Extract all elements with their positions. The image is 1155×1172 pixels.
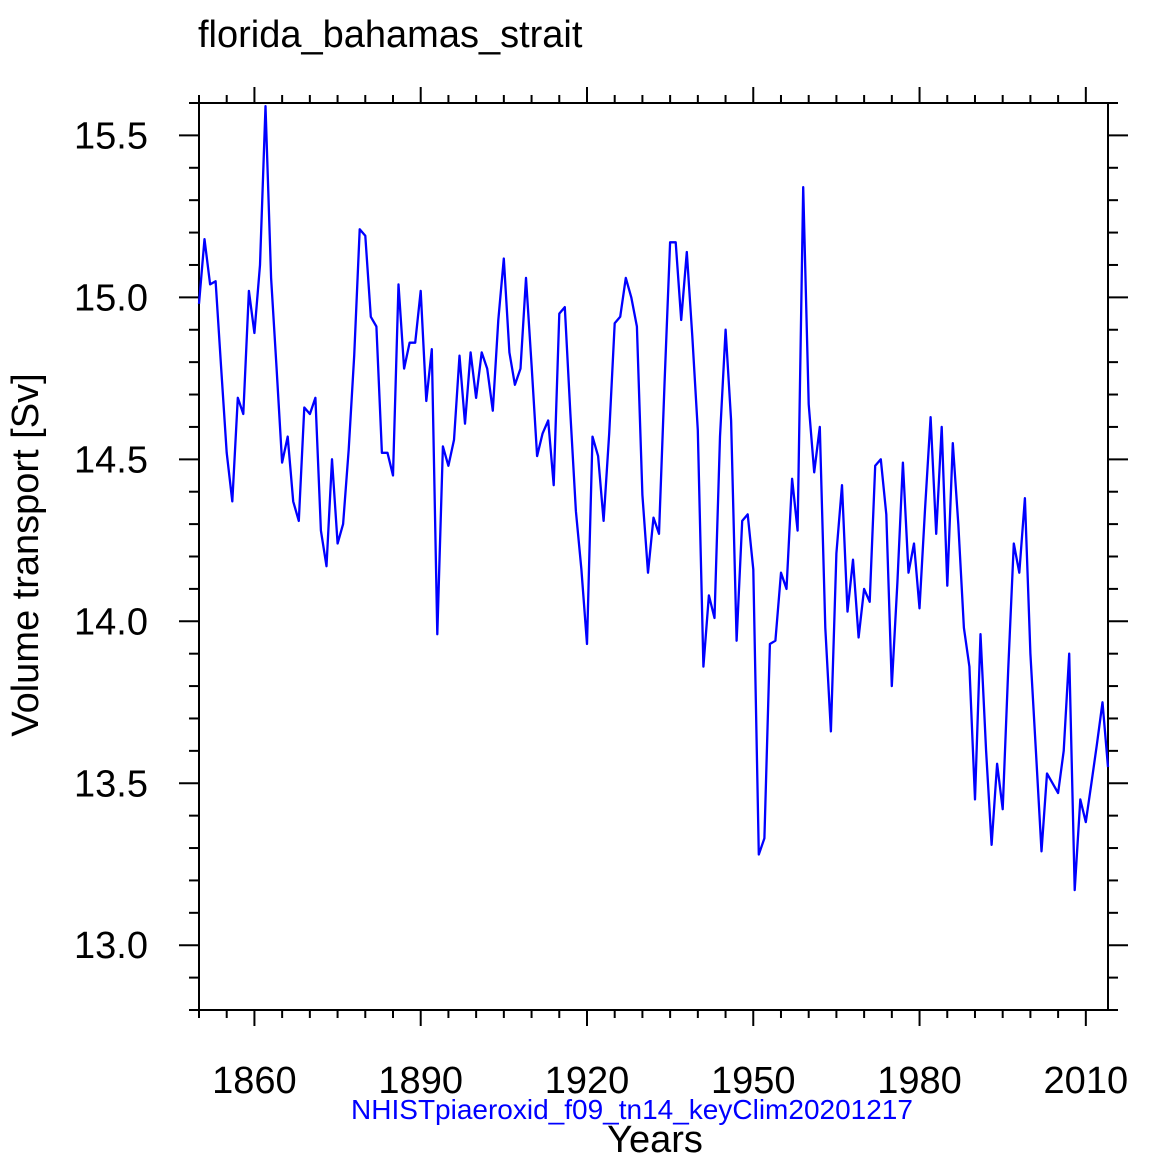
x-tick-label: 1950 — [711, 1060, 796, 1102]
x-tick-label: 2010 — [1044, 1060, 1129, 1102]
x-tick-labels: 1860 1890 1920 1950 1980 2010 — [212, 1060, 1128, 1102]
y-tick-label: 13.5 — [74, 763, 148, 805]
y-tick-label: 15.5 — [74, 115, 148, 157]
axis-ticks — [179, 87, 1128, 1026]
y-tick-labels: 13.0 13.5 14.0 14.5 15.0 15.5 — [74, 115, 148, 967]
series-name-label: NHISTpiaeroxid_f09_tn14_keyClim20201217 — [351, 1094, 913, 1125]
y-tick-label: 13.0 — [74, 925, 148, 967]
series-line — [197, 105, 1110, 892]
y-tick-label: 14.0 — [74, 601, 148, 643]
y-tick-label: 14.5 — [74, 439, 148, 481]
chart-title: florida_bahamas_strait — [198, 14, 583, 56]
y-axis-label: Volume transport [Sv] — [5, 373, 47, 736]
x-tick-label: 1890 — [378, 1060, 463, 1102]
x-tick-label: 1920 — [545, 1060, 630, 1102]
plot-frame — [198, 102, 1109, 1011]
x-tick-label: 1860 — [212, 1060, 297, 1102]
x-tick-label: 1980 — [877, 1060, 962, 1102]
y-tick-label: 15.0 — [74, 277, 148, 319]
x-axis-label: Years — [607, 1119, 703, 1161]
